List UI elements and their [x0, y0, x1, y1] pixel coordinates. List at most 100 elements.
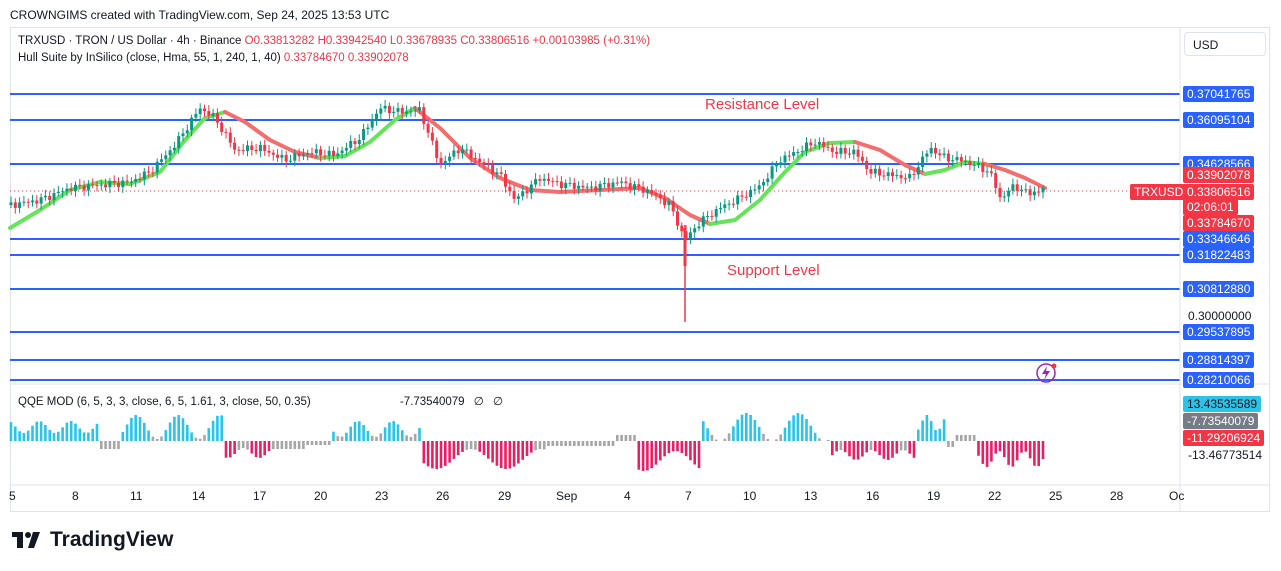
- candle-body: [1024, 189, 1028, 191]
- qqe-bar: [749, 414, 752, 441]
- qqe-bar: [44, 424, 47, 441]
- qqe-bar: [65, 422, 69, 441]
- qqe-bar: [147, 430, 150, 441]
- candle-body: [164, 155, 168, 160]
- candle-body: [852, 149, 856, 155]
- qqe-bar: [732, 426, 735, 441]
- candle-body: [293, 153, 297, 161]
- symbol-title[interactable]: TRXUSD · TRON / US Dollar · 4h · Binance: [18, 35, 242, 47]
- support-annotation: Support Level: [727, 262, 820, 279]
- qqe-bar: [693, 441, 696, 465]
- qqe-bar: [585, 441, 589, 446]
- qqe-bar: [633, 435, 636, 441]
- candle-body: [946, 153, 950, 162]
- qqe-bar: [499, 441, 503, 469]
- candle-body: [959, 157, 963, 162]
- currency-button[interactable]: USD: [1184, 32, 1266, 56]
- qqe-bar: [358, 421, 361, 441]
- candle-body: [190, 117, 194, 131]
- qqe-bar: [194, 437, 198, 441]
- time-tick: 22: [988, 489, 1002, 503]
- candle-body: [357, 140, 361, 145]
- candle-body: [246, 145, 249, 151]
- candle-body: [912, 173, 916, 175]
- hull-upper-tag: 0.33902078: [1183, 167, 1255, 183]
- qqe-bar: [151, 436, 155, 441]
- candle-body: [250, 145, 254, 150]
- qqe-axis-value: -13.46773514: [1188, 448, 1263, 462]
- hull-band-down: [853, 140, 927, 176]
- level-price-label: 0.30812880: [1183, 281, 1255, 297]
- qqe-bar: [607, 441, 610, 446]
- qqe-bar: [14, 426, 17, 441]
- qqe-bar: [848, 441, 851, 457]
- qqe-bar: [628, 435, 632, 441]
- candle-body: [671, 201, 675, 212]
- qqe-value: -7.73540079: [399, 396, 465, 408]
- candle-body: [744, 196, 748, 198]
- candle-body: [783, 155, 787, 163]
- qqe-tag-2: -7.73540079: [1183, 413, 1259, 429]
- candle-body: [306, 153, 310, 155]
- qqe-bar: [276, 441, 279, 449]
- qqe-bar: [456, 441, 460, 456]
- qqe-bar: [57, 431, 60, 441]
- candle-body: [998, 187, 1002, 198]
- qqe-bar: [315, 441, 318, 445]
- candle-body: [439, 157, 443, 165]
- candle-body: [762, 182, 765, 186]
- qqe-bar: [504, 441, 507, 469]
- candle-body: [611, 182, 615, 188]
- candle-body: [538, 179, 542, 181]
- candle-body: [615, 182, 619, 184]
- candle-body: [31, 200, 34, 203]
- qqe-tag-3: -11.29206924: [1183, 430, 1265, 446]
- qqe-bar: [22, 432, 26, 441]
- qqe-bar: [422, 441, 426, 464]
- qqe-empty-1: ∅: [473, 396, 484, 408]
- candle-body: [774, 165, 778, 167]
- candle-body: [598, 183, 602, 191]
- indicator-title[interactable]: Hull Suite by InSilico (close, Hma, 55, …: [18, 52, 281, 64]
- qqe-bar: [779, 434, 782, 441]
- candle-body: [848, 153, 851, 155]
- alert-bolt-icon: [1042, 366, 1050, 380]
- qqe-bar: [598, 441, 602, 446]
- candle-body: [938, 153, 942, 156]
- qqe-bar: [465, 441, 469, 450]
- qqe-bar: [173, 416, 176, 441]
- candle-body: [740, 195, 744, 197]
- candle-body: [1032, 191, 1036, 196]
- candle-body: [43, 195, 47, 198]
- candle-body: [942, 153, 946, 156]
- candle-body: [727, 203, 731, 205]
- candle-body: [413, 110, 417, 112]
- qqe-bar: [112, 441, 116, 449]
- qqe-title[interactable]: QQE MOD (6, 5, 3, 3, close, 6, 5, 1.61, …: [18, 396, 311, 408]
- qqe-bar: [800, 414, 804, 441]
- tradingview-logo[interactable]: TradingView: [12, 528, 173, 552]
- qqe-bar: [48, 429, 51, 441]
- candle-body: [1015, 184, 1019, 191]
- candle-body: [680, 225, 684, 232]
- candle-body: [211, 113, 215, 116]
- qqe-bar: [960, 435, 963, 441]
- candle-body: [155, 161, 159, 173]
- qqe-bar: [405, 435, 408, 441]
- ohlc-close: C0.33806516: [460, 35, 530, 47]
- candle-body: [362, 129, 366, 141]
- qqe-bar: [207, 428, 211, 441]
- qqe-bar: [306, 441, 309, 445]
- candle-body: [181, 133, 185, 137]
- candle-body: [856, 149, 860, 157]
- qqe-bar: [508, 441, 512, 469]
- candle-body: [241, 149, 245, 151]
- qqe-bar: [168, 422, 172, 441]
- qqe-bar: [671, 441, 675, 452]
- candle-body: [1007, 190, 1011, 197]
- candle-body: [366, 127, 370, 130]
- candle-body: [508, 186, 512, 192]
- candle-body: [353, 140, 357, 145]
- qqe-bar: [839, 441, 843, 451]
